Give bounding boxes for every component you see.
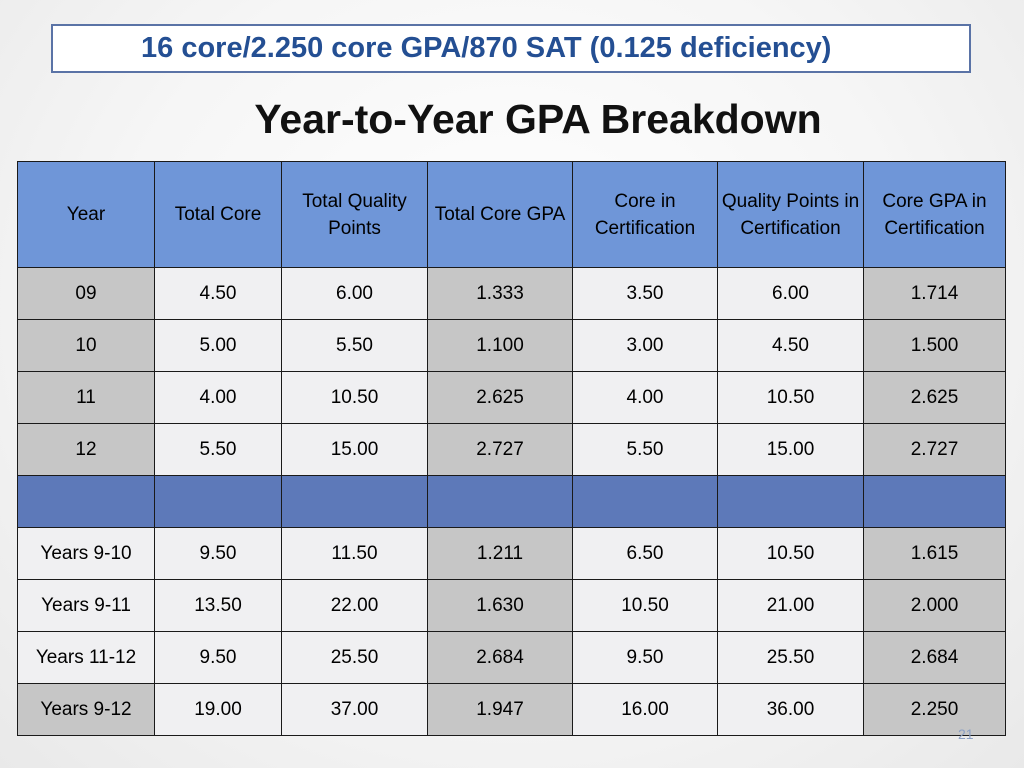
table-cell: 11 [17,371,155,424]
header-total-core: Total Core [154,161,282,268]
subtitle-banner: 16 core/2.250 core GPA/870 SAT (0.125 de… [51,24,971,73]
table-cell: 13.50 [154,579,282,632]
table-cell: 2.250 [863,683,1006,736]
table-cell: 10.50 [572,579,718,632]
table-cell: 1.630 [427,579,573,632]
table-cell: 5.50 [281,319,428,372]
table-cell: 2.625 [863,371,1006,424]
table-cell: 4.00 [154,371,282,424]
table-cell [427,475,573,528]
table-cell [717,475,864,528]
table-cell: 11.50 [281,527,428,580]
table-cell: 5.00 [154,319,282,372]
gpa-table: Year Total Core Total Quality Points Tot… [17,161,1006,736]
table-cell: Years 11-12 [17,631,155,684]
table-cell: 36.00 [717,683,864,736]
table-cell: 12 [17,423,155,476]
table-cell: 1.100 [427,319,573,372]
table-row: 09 4.50 6.00 1.333 3.50 6.00 1.714 [17,267,1006,320]
table-cell: 37.00 [281,683,428,736]
table-cell: 9.50 [572,631,718,684]
table-row: 10 5.00 5.50 1.100 3.00 4.50 1.500 [17,319,1006,372]
table-cell: 10.50 [717,527,864,580]
table-cell: 1.211 [427,527,573,580]
table-cell [154,475,282,528]
table-cell: 9.50 [154,631,282,684]
table-cell: 6.00 [717,267,864,320]
table-cell: 19.00 [154,683,282,736]
banner-text: 16 core/2.250 core GPA/870 SAT (0.125 de… [141,32,832,64]
header-year: Year [17,161,155,268]
table-cell: 22.00 [281,579,428,632]
table-cell: 2.625 [427,371,573,424]
table-cell: 15.00 [281,423,428,476]
separator-row [17,475,1006,528]
table-row: Years 9-12 19.00 37.00 1.947 16.00 36.00… [17,683,1006,736]
header-core-in-certification: Core in Certification [572,161,718,268]
table-cell: 5.50 [572,423,718,476]
table-row: Years 11-12 9.50 25.50 2.684 9.50 25.50 … [17,631,1006,684]
table-cell: 25.50 [281,631,428,684]
table-cell: Years 9-10 [17,527,155,580]
table-cell: 5.50 [154,423,282,476]
table-cell: 1.333 [427,267,573,320]
table-cell: 21.00 [717,579,864,632]
page-number: 21 [958,726,974,742]
table-cell: 4.00 [572,371,718,424]
table-cell: 2.684 [863,631,1006,684]
table-cell: 2.684 [427,631,573,684]
table-cell: 3.00 [572,319,718,372]
table-cell: 15.00 [717,423,864,476]
table-cell: 3.50 [572,267,718,320]
table-cell: 16.00 [572,683,718,736]
table-cell: 4.50 [154,267,282,320]
table-cell: 10 [17,319,155,372]
table-cell [863,475,1006,528]
table-cell [572,475,718,528]
table-cell: 09 [17,267,155,320]
table-row: Years 9-11 13.50 22.00 1.630 10.50 21.00… [17,579,1006,632]
table-cell: 25.50 [717,631,864,684]
table-cell: 2.000 [863,579,1006,632]
header-quality-points-in-certification: Quality Points in Certification [717,161,864,268]
table-cell: Years 9-11 [17,579,155,632]
table-cell: 4.50 [717,319,864,372]
header-total-quality-points: Total Quality Points [281,161,428,268]
table-cell: 1.714 [863,267,1006,320]
table-cell: 1.615 [863,527,1006,580]
table-cell [17,475,155,528]
table-cell [281,475,428,528]
table-cell: 6.00 [281,267,428,320]
table-cell: 10.50 [281,371,428,424]
table-cell: 10.50 [717,371,864,424]
table-row: 12 5.50 15.00 2.727 5.50 15.00 2.727 [17,423,1006,476]
table-row: Years 9-10 9.50 11.50 1.211 6.50 10.50 1… [17,527,1006,580]
table-cell: Years 9-12 [17,683,155,736]
header-row: Year Total Core Total Quality Points Tot… [17,161,1006,268]
table-cell: 2.727 [863,423,1006,476]
header-core-gpa-in-certification: Core GPA in Certification [863,161,1006,268]
table-cell: 1.947 [427,683,573,736]
slide-title: Year-to-Year GPA Breakdown [254,96,822,142]
table-cell: 1.500 [863,319,1006,372]
table-cell: 9.50 [154,527,282,580]
table-cell: 6.50 [572,527,718,580]
header-total-core-gpa: Total Core GPA [427,161,573,268]
table-cell: 2.727 [427,423,573,476]
table-row: 11 4.00 10.50 2.625 4.00 10.50 2.625 [17,371,1006,424]
